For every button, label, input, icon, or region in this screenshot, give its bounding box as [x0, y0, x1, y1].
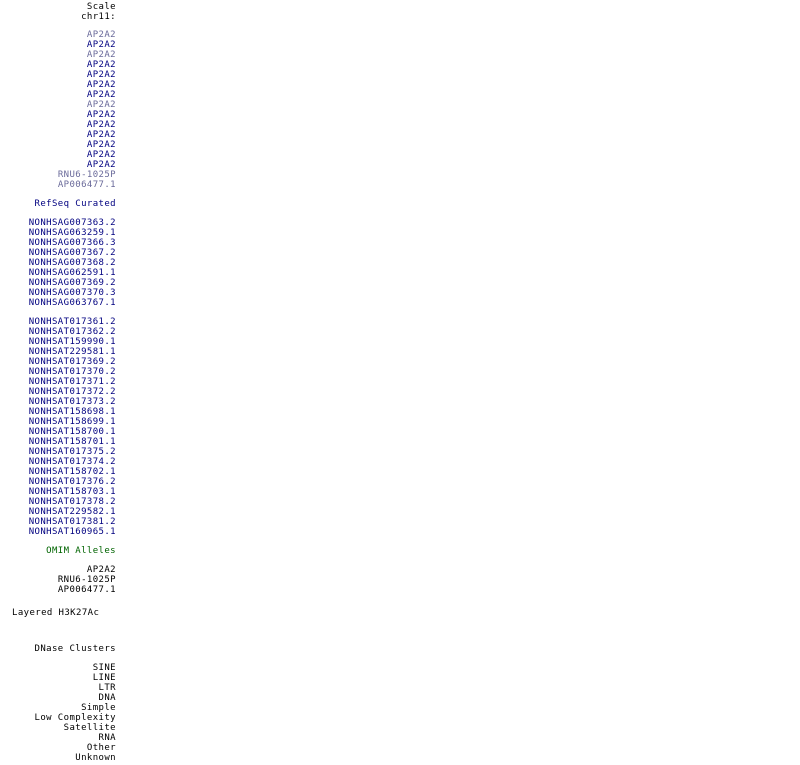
track-label-gene-symbols[interactable]: RNU6-1025P [57, 575, 116, 585]
track-group-scale: Scale chr11: [0, 2, 116, 22]
track-label-repeatmasker[interactable]: Unknown [75, 753, 116, 763]
track-label-repeatmasker[interactable]: SINE [92, 663, 116, 673]
track-label-gencode-genes[interactable]: RNU6-1025P [57, 170, 116, 180]
track-label-noncode-transcripts[interactable]: NONHSAT017374.2 [28, 457, 116, 467]
track-label-repeatmasker[interactable]: LTR [98, 683, 116, 693]
track-group-refseq-curated: RefSeq Curated [0, 199, 116, 209]
track-label-gene-symbols[interactable]: AP2A2 [86, 565, 116, 575]
track-group-dnase-clusters: DNase Clusters [0, 644, 116, 654]
track-label-refseq-curated[interactable]: RefSeq Curated [34, 199, 116, 209]
track-label-noncode-transcripts[interactable]: NONHSAT158698.1 [28, 407, 116, 417]
track-label-noncode-transcripts[interactable]: NONHSAT017373.2 [28, 397, 116, 407]
track-label-noncode-transcripts[interactable]: NONHSAT017369.2 [28, 357, 116, 367]
track-label-gencode-genes[interactable]: AP2A2 [86, 80, 116, 90]
track-label-gencode-genes[interactable]: AP2A2 [86, 140, 116, 150]
track-label-noncode-transcripts[interactable]: NONHSAT017376.2 [28, 477, 116, 487]
track-label-noncode-transcripts[interactable]: NONHSAT017372.2 [28, 387, 116, 397]
track-label-noncode-transcripts[interactable]: NONHSAT159990.1 [28, 337, 116, 347]
track-label-noncode-transcripts[interactable]: NONHSAT158701.1 [28, 437, 116, 447]
track-label-noncode-genes[interactable]: NONHSAG007363.2 [28, 218, 116, 228]
track-label-repeatmasker[interactable]: Simple [81, 703, 116, 713]
track-group-gencode-genes: AP2A2 AP2A2 AP2A2 AP2A2 AP2A2 AP2A2 AP2A2 AP2A2… [0, 30, 116, 190]
track-group-noncode-transcripts: NONHSAT017361.2 NONHSAT017362.2 NONHSAT159… [0, 317, 116, 537]
track-group-noncode-genes: NONHSAG007363.2 NONHSAG063259.1 NONHSAG007… [0, 218, 116, 308]
track-label-repeatmasker[interactable]: Satellite [63, 723, 116, 733]
track-label-noncode-transcripts[interactable]: NONHSAT017371.2 [28, 377, 116, 387]
track-label-noncode-genes[interactable]: NONHSAG063259.1 [28, 228, 116, 238]
track-group-repeatmasker: SINE LINE LTR DNA Simple Low Complexity Satell… [0, 663, 116, 763]
track-label-gencode-genes[interactable]: AP2A2 [86, 70, 116, 80]
track-label-noncode-transcripts[interactable]: NONHSAT229582.1 [28, 507, 116, 517]
track-label-noncode-transcripts[interactable]: NONHSAT160965.1 [28, 527, 116, 537]
track-label-repeatmasker[interactable]: Other [86, 743, 116, 753]
track-label-gencode-genes[interactable]: AP006477.1 [57, 180, 116, 190]
track-label-omim-alleles[interactable]: OMIM Alleles [46, 546, 116, 556]
track-label-gencode-genes[interactable]: AP2A2 [86, 130, 116, 140]
track-label-repeatmasker[interactable]: RNA [98, 733, 116, 743]
track-label-gencode-genes[interactable]: AP2A2 [86, 50, 116, 60]
track-label-gencode-genes[interactable]: AP2A2 [86, 60, 116, 70]
track-label-gencode-genes[interactable]: AP2A2 [86, 100, 116, 110]
track-label-noncode-transcripts[interactable]: NONHSAT017381.2 [28, 517, 116, 527]
track-label-noncode-transcripts[interactable]: NONHSAT017378.2 [28, 497, 116, 507]
track-label-gencode-genes[interactable]: AP2A2 [86, 40, 116, 50]
track-label-noncode-transcripts[interactable]: NONHSAT017362.2 [28, 327, 116, 337]
track-label-noncode-transcripts[interactable]: NONHSAT158700.1 [28, 427, 116, 437]
track-label-noncode-transcripts[interactable]: NONHSAT017370.2 [28, 367, 116, 377]
track-label-gene-symbols[interactable]: AP006477.1 [57, 585, 116, 595]
track-label-noncode-genes[interactable]: NONHSAG007367.2 [28, 248, 116, 258]
track-label-noncode-transcripts[interactable]: NONHSAT158703.1 [28, 487, 116, 497]
track-label-column: Scale chr11: AP2A2 AP2A2 AP2A2 AP2A2 AP2A2 AP2A… [0, 2, 116, 763]
track-label-noncode-transcripts[interactable]: NONHSAT229581.1 [28, 347, 116, 357]
track-label-gencode-genes[interactable]: AP2A2 [86, 160, 116, 170]
track-label-gencode-genes[interactable]: AP2A2 [86, 90, 116, 100]
track-label-noncode-transcripts[interactable]: NONHSAT158699.1 [28, 417, 116, 427]
track-label-noncode-genes[interactable]: NONHSAG062591.1 [28, 268, 116, 278]
track-label-noncode-genes[interactable]: NONHSAG007368.2 [28, 258, 116, 268]
track-label-gencode-genes[interactable]: AP2A2 [86, 150, 116, 160]
track-label-scale[interactable]: chr11: [81, 12, 116, 22]
track-label-layered-h3k27ac[interactable]: Layered H3K27Ac [12, 608, 100, 618]
track-label-dnase-clusters[interactable]: DNase Clusters [34, 644, 116, 654]
track-label-noncode-transcripts[interactable]: NONHSAT017375.2 [28, 447, 116, 457]
track-label-noncode-transcripts[interactable]: NONHSAT017361.2 [28, 317, 116, 327]
track-label-repeatmasker[interactable]: LINE [92, 673, 116, 683]
track-label-noncode-transcripts[interactable]: NONHSAT158702.1 [28, 467, 116, 477]
track-label-gencode-genes[interactable]: AP2A2 [86, 110, 116, 120]
track-label-noncode-genes[interactable]: NONHSAG063767.1 [28, 298, 116, 308]
track-group-omim-alleles: OMIM Alleles [0, 546, 116, 556]
track-label-repeatmasker[interactable]: Low Complexity [34, 713, 116, 723]
track-label-noncode-genes[interactable]: NONHSAG007370.3 [28, 288, 116, 298]
track-label-repeatmasker[interactable]: DNA [98, 693, 116, 703]
track-label-scale[interactable]: Scale [86, 2, 116, 12]
track-group-layered-h3k27ac: Layered H3K27Ac [0, 608, 116, 618]
track-label-gencode-genes[interactable]: AP2A2 [86, 30, 116, 40]
track-label-noncode-genes[interactable]: NONHSAG007366.3 [28, 238, 116, 248]
track-label-gencode-genes[interactable]: AP2A2 [86, 120, 116, 130]
track-group-gene-symbols: AP2A2 RNU6-1025P AP006477.1 [0, 565, 116, 595]
track-label-noncode-genes[interactable]: NONHSAG007369.2 [28, 278, 116, 288]
